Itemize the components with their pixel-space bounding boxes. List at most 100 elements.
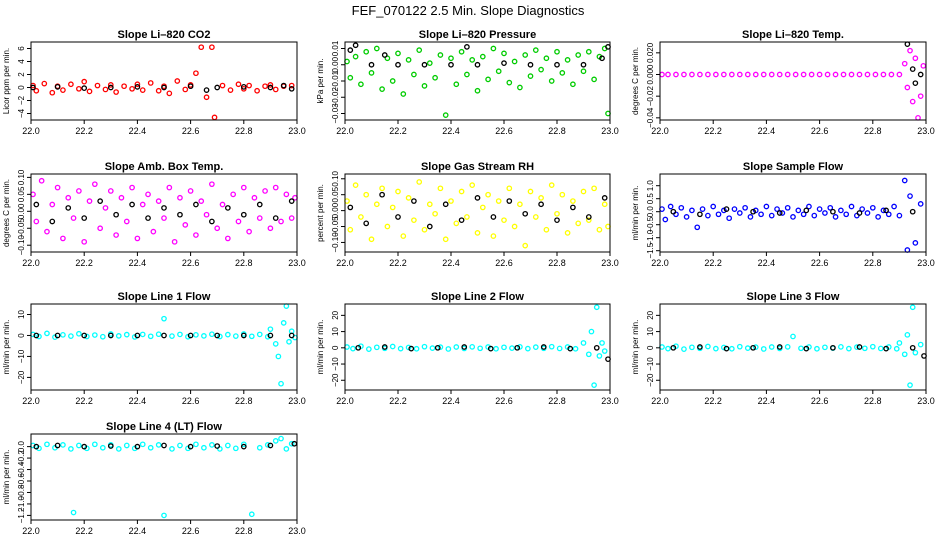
data-point (139, 331, 146, 338)
data-point-secondary (474, 195, 481, 201)
data-point (278, 380, 284, 387)
data-point (667, 203, 674, 210)
data-point (358, 214, 364, 220)
data-point (853, 344, 860, 351)
x-tick-label: 22.8 (864, 258, 882, 268)
data-point-secondary (856, 344, 863, 350)
data-point (705, 71, 711, 78)
data-point-secondary (187, 443, 194, 450)
data-point (511, 58, 518, 65)
data-point (593, 304, 600, 311)
data-point (421, 83, 428, 89)
y-tick-label: 10 (17, 309, 26, 318)
panel-3: Slope Li–820 Temp. degrees C per min. 22.0… (631, 29, 935, 136)
data-point (227, 87, 234, 93)
x-tick-label: 22.4 (129, 396, 147, 406)
data-point (689, 207, 695, 214)
x-tick-label: 22.2 (75, 526, 93, 536)
data-point-secondary (904, 41, 911, 48)
data-point (267, 326, 274, 333)
plot-frame (30, 303, 298, 391)
data-point (264, 442, 271, 448)
data-point (97, 225, 104, 232)
data-point-secondary (288, 332, 295, 339)
data-point (33, 218, 40, 225)
data-point (240, 441, 247, 448)
data-point (585, 217, 592, 224)
data-point (522, 52, 529, 58)
data-point-secondary (33, 443, 40, 450)
x-tick-label: 22.6 (495, 258, 513, 268)
data-point (464, 71, 470, 78)
x-tick-label: 22.2 (75, 396, 93, 406)
data-point (532, 344, 539, 351)
data-point-secondary (411, 198, 417, 204)
data-point (800, 71, 807, 78)
panel-title: Slope Li–820 Temp. (742, 29, 844, 41)
data-point-secondary (97, 198, 104, 204)
data-point-secondary (240, 443, 247, 450)
data-point (580, 188, 587, 195)
y-tick-label: −0.6 (17, 473, 26, 489)
data-point (115, 333, 122, 339)
data-point (405, 57, 412, 63)
data-point (580, 340, 587, 346)
data-point (147, 444, 154, 451)
data-point (522, 242, 529, 249)
x-tick-label: 23.0 (601, 258, 619, 268)
data-point (288, 82, 295, 89)
data-point (517, 201, 523, 208)
x-tick-label: 22.8 (235, 258, 253, 268)
data-point (94, 82, 101, 89)
data-point (800, 211, 807, 218)
data-point-secondary (240, 211, 247, 218)
x-tick-label: 23.0 (917, 396, 935, 406)
data-point-secondary (506, 198, 513, 204)
data-point (68, 81, 74, 88)
data-point-secondary (830, 208, 836, 215)
data-point (256, 331, 263, 338)
panel-title: Slope Line 3 Flow (747, 291, 840, 303)
data-point (792, 71, 799, 78)
data-point (437, 185, 444, 192)
data-point (543, 55, 550, 62)
data-point (736, 71, 743, 78)
data-point (379, 185, 385, 192)
data-point (395, 188, 401, 195)
data-point-secondary (723, 206, 730, 212)
data-point-secondary (363, 220, 370, 227)
data-point (601, 348, 608, 354)
data-point (363, 191, 370, 198)
data-point (538, 195, 544, 201)
data-point (747, 214, 754, 220)
data-point (527, 188, 534, 195)
data-point (262, 188, 268, 194)
data-point (198, 198, 205, 204)
data-point (517, 84, 523, 91)
data-point-secondary (670, 208, 677, 215)
y-tick-label: −0.02 (646, 85, 655, 106)
data-point (267, 225, 274, 232)
data-point (421, 226, 428, 233)
data-point (880, 71, 887, 78)
data-point-secondary (803, 345, 810, 352)
data-point (68, 446, 74, 452)
data-point-secondary (458, 217, 465, 224)
data-point (469, 343, 476, 350)
data-point-secondary (54, 332, 61, 339)
data-point (283, 303, 290, 309)
data-point (155, 331, 162, 338)
y-tick-label: −0.8 (17, 484, 26, 500)
data-point-secondary (599, 55, 605, 62)
data-point (524, 345, 531, 352)
data-point (554, 48, 560, 55)
data-point (453, 220, 460, 227)
data-point-secondary (909, 208, 916, 215)
data-point (49, 201, 56, 208)
y-axis-label: ml/min per min. (2, 450, 11, 505)
data-point (824, 71, 831, 78)
data-point (54, 184, 61, 191)
y-tick-label: −1.0 (17, 496, 26, 512)
data-point (254, 87, 260, 94)
data-point-secondary (426, 223, 433, 230)
